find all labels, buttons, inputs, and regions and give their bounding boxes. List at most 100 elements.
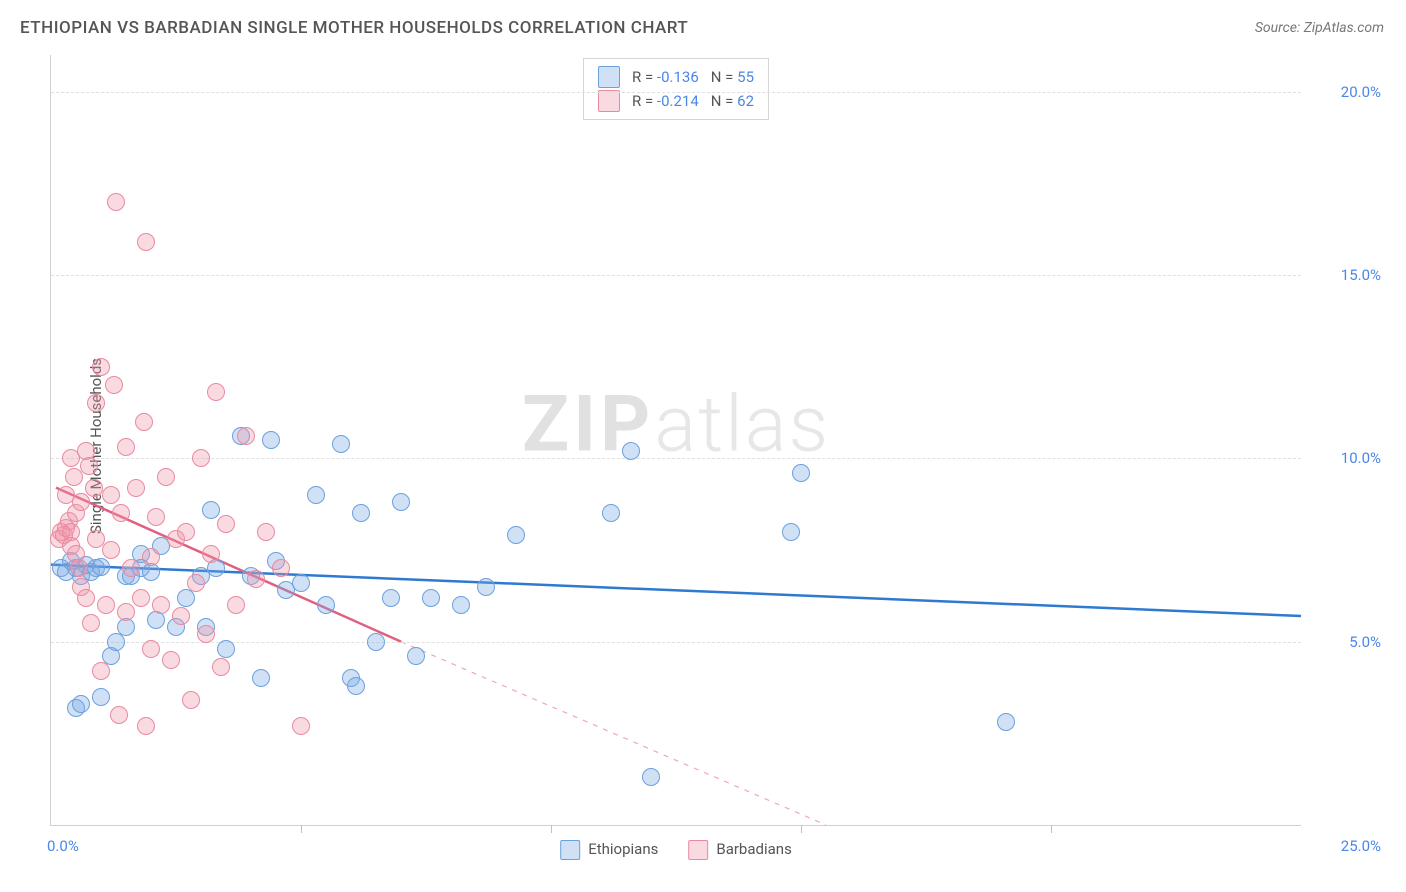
watermark: ZIPatlas (522, 379, 830, 470)
scatter-point (122, 559, 140, 577)
scatter-point (187, 574, 205, 592)
scatter-point (292, 574, 310, 592)
gridline (51, 642, 1301, 643)
legend-swatch-icon (688, 840, 708, 860)
y-tick-label: 10.0% (1311, 449, 1381, 467)
legend-r-label: R = (632, 68, 653, 86)
scatter-point (92, 358, 110, 376)
scatter-point (117, 603, 135, 621)
legend-swatch-icon (598, 90, 620, 112)
scatter-point (82, 614, 100, 632)
legend-swatch-icon (598, 66, 620, 88)
scatter-point (292, 717, 310, 735)
chart-container: ETHIOPIAN VS BARBADIAN SINGLE MOTHER HOU… (0, 0, 1406, 892)
legend-n-value: 55 (737, 68, 754, 86)
scatter-point (72, 493, 90, 511)
legend-r-value: -0.214 (657, 92, 699, 110)
scatter-point (262, 431, 280, 449)
legend-item: Ethiopians (560, 840, 658, 860)
scatter-point (127, 479, 145, 497)
scatter-point (172, 607, 190, 625)
scatter-point (77, 589, 95, 607)
scatter-point (317, 596, 335, 614)
scatter-point (252, 669, 270, 687)
x-tick (551, 825, 552, 833)
scatter-point (237, 427, 255, 445)
x-tick-label: 25.0% (1311, 837, 1381, 855)
scatter-point (105, 376, 123, 394)
scatter-point (162, 651, 180, 669)
scatter-point (97, 596, 115, 614)
scatter-point (80, 457, 98, 475)
trend-line (401, 642, 826, 825)
source-credit: Source: ZipAtlas.com (1255, 20, 1384, 36)
watermark-atlas: atlas (654, 379, 830, 470)
plot-area: ZIPatlas R = -0.136 N = 55 R = -0.214 N … (50, 55, 1301, 826)
scatter-point (92, 558, 110, 576)
scatter-point (72, 695, 90, 713)
scatter-point (392, 493, 410, 511)
scatter-point (117, 438, 135, 456)
gridline (51, 92, 1301, 93)
x-tick (301, 825, 302, 833)
gridline (51, 275, 1301, 276)
scatter-point (152, 596, 170, 614)
chart-title: ETHIOPIAN VS BARBADIAN SINGLE MOTHER HOU… (20, 18, 688, 38)
scatter-point (347, 677, 365, 695)
scatter-point (332, 435, 350, 453)
correlation-legend: R = -0.136 N = 55 R = -0.214 N = 62 (583, 58, 769, 120)
x-tick (1051, 825, 1052, 833)
scatter-point (147, 508, 165, 526)
legend-n-label: N = (711, 92, 734, 110)
legend-r-value: -0.136 (657, 68, 699, 86)
scatter-point (107, 193, 125, 211)
scatter-point (157, 468, 175, 486)
scatter-point (177, 523, 195, 541)
legend-series-label: Ethiopians (588, 840, 658, 858)
scatter-point (102, 541, 120, 559)
scatter-point (92, 688, 110, 706)
scatter-point (70, 559, 88, 577)
x-tick (801, 825, 802, 833)
scatter-point (202, 501, 220, 519)
scatter-point (602, 504, 620, 522)
scatter-point (212, 658, 230, 676)
scatter-point (307, 486, 325, 504)
scatter-point (507, 526, 525, 544)
scatter-point (782, 523, 800, 541)
y-tick-label: 15.0% (1311, 266, 1381, 284)
scatter-point (112, 504, 130, 522)
scatter-point (227, 596, 245, 614)
scatter-point (135, 413, 153, 431)
legend-row: R = -0.136 N = 55 (598, 65, 754, 89)
legend-r-label: R = (632, 92, 653, 110)
scatter-point (87, 394, 105, 412)
legend-n-value: 62 (737, 92, 754, 110)
scatter-point (477, 578, 495, 596)
y-tick-label: 20.0% (1311, 83, 1381, 101)
scatter-point (142, 640, 160, 658)
scatter-point (367, 633, 385, 651)
legend-series-label: Barbadians (716, 840, 791, 858)
scatter-point (217, 515, 235, 533)
scatter-point (247, 570, 265, 588)
gridline (51, 458, 1301, 459)
scatter-point (182, 691, 200, 709)
scatter-point (622, 442, 640, 460)
scatter-point (202, 545, 220, 563)
scatter-point (452, 596, 470, 614)
x-tick-label: 0.0% (47, 837, 79, 855)
scatter-point (142, 548, 160, 566)
scatter-point (642, 768, 660, 786)
scatter-point (352, 504, 370, 522)
scatter-point (110, 706, 128, 724)
scatter-point (197, 625, 215, 643)
scatter-point (422, 589, 440, 607)
scatter-point (997, 713, 1015, 731)
scatter-point (407, 647, 425, 665)
series-legend: Ethiopians Barbadians (560, 840, 792, 860)
legend-item: Barbadians (688, 840, 791, 860)
scatter-point (192, 449, 210, 467)
scatter-point (137, 233, 155, 251)
scatter-point (382, 589, 400, 607)
